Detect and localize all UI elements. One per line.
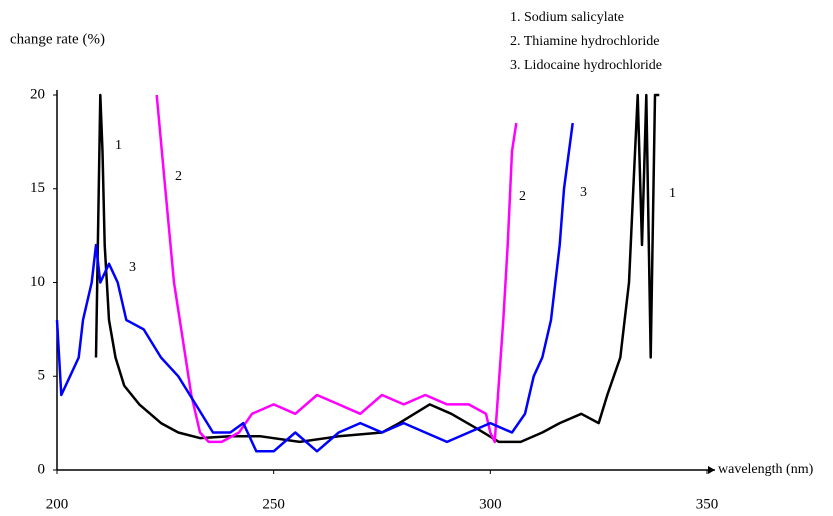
curve-label: 2 [519,189,526,204]
y-tick-label: 20 [30,86,45,102]
x-axis-label: wavelength (nm) [718,462,814,477]
series-line [94,93,660,444]
y-tick-label: 5 [38,368,46,384]
y-tick-label: 10 [30,274,45,290]
y-axis-label: change rate (%) [10,31,105,47]
curve-label: 1 [669,186,676,201]
series-line [55,122,574,453]
legend-label: 3. Lidocaine hydrochloride [510,58,662,73]
y-tick-label: 0 [38,461,46,477]
x-axis-arrow [708,466,715,474]
x-tick-label: 350 [696,496,719,512]
legend-label: 2. Thiamine hydrochloride [510,34,659,49]
curve-label: 3 [580,185,587,200]
curve-label: 1 [115,138,122,153]
series-line [155,94,518,444]
legend-label: 1. Sodium salicylate [510,10,624,25]
x-tick-label: 300 [479,496,502,512]
x-tick-label: 250 [262,496,285,512]
x-tick-label: 200 [46,496,69,512]
curve-label: 2 [175,169,182,184]
curve-label: 3 [129,260,136,275]
y-tick-label: 15 [30,180,45,196]
